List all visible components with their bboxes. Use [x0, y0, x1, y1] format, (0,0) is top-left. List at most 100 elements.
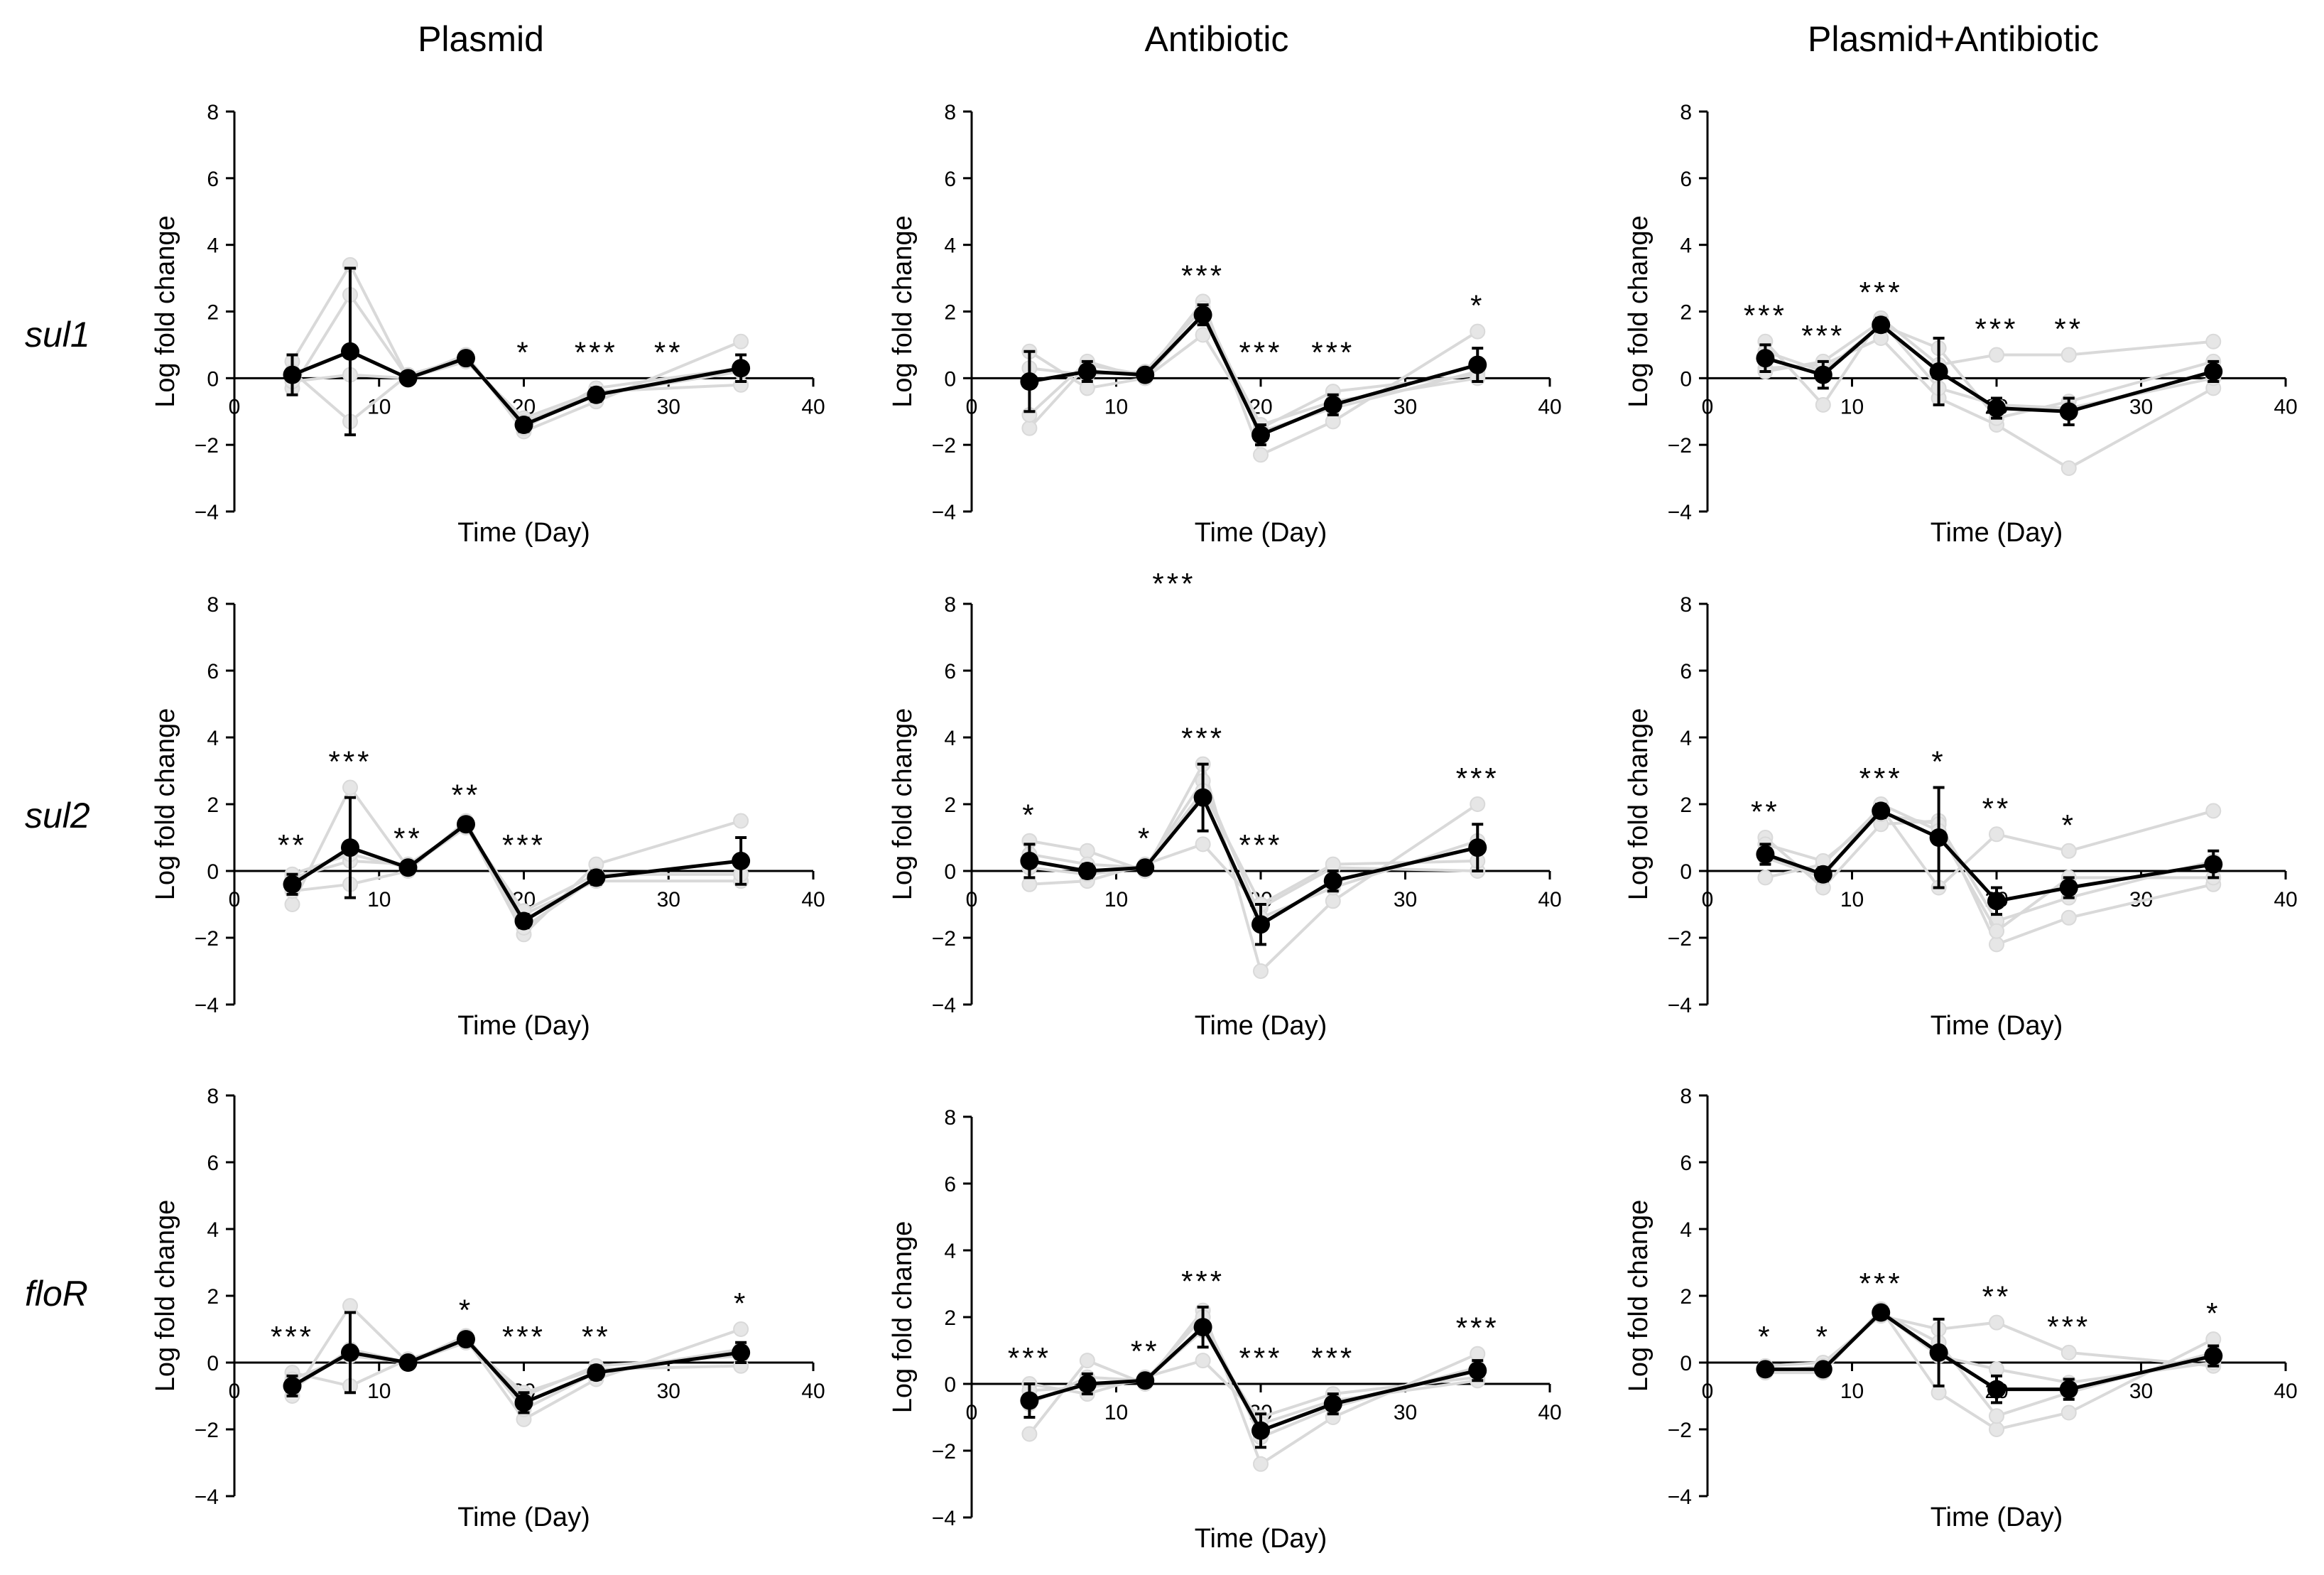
mean-point [1756, 1360, 1774, 1378]
significance-label: * [1931, 745, 1945, 779]
significance-label: ** [1751, 795, 1780, 828]
mean-point [1251, 1422, 1270, 1440]
x-axis-title: Time (Day) [1931, 1503, 2063, 1532]
replicate-point-rep1 [2062, 1406, 2076, 1420]
y-tick-label: 0 [207, 367, 219, 391]
x-axis-title: Time (Day) [1195, 518, 1327, 548]
y-tick-label: −4 [932, 1507, 956, 1530]
replicate-point-rep1 [1470, 797, 1484, 811]
significance-label: *** [1744, 299, 1787, 332]
replicate-point-rep2 [2206, 803, 2220, 818]
column-title-plasmid: Plasmid [418, 19, 544, 59]
significance-label: *** [271, 1320, 314, 1353]
mean-point [457, 1330, 475, 1348]
replicate-point-rep1 [1254, 964, 1268, 978]
significance-label: *** [1181, 722, 1225, 755]
mean-point [1194, 1318, 1212, 1336]
row-label-floR: floR [25, 1274, 88, 1314]
x-axis-title: Time (Day) [457, 1503, 590, 1532]
significance-label: *** [502, 1320, 545, 1353]
mean-point [399, 1353, 418, 1372]
x-tick-label: 0 [1702, 395, 1714, 418]
y-tick-label: 0 [207, 1352, 219, 1375]
x-axis-title: Time (Day) [457, 518, 590, 548]
replicate-point-rep1 [343, 1299, 357, 1313]
mean-point [283, 366, 302, 384]
x-tick-label: 30 [1394, 1401, 1417, 1424]
replicate-point-rep1 [1470, 1347, 1484, 1361]
replicate-point-rep4 [1989, 1362, 2004, 1376]
replicate-line-rep1 [1029, 764, 1477, 971]
y-tick-label: 0 [1680, 1352, 1692, 1375]
mean-point [1987, 892, 2006, 910]
mean-point [1468, 838, 1487, 857]
significance-label: *** [1859, 1267, 1903, 1300]
replicate-point-rep2 [2062, 1346, 2076, 1360]
significance-label: * [1470, 289, 1484, 323]
y-tick-label: 2 [207, 1285, 219, 1309]
y-tick-label: 6 [944, 1173, 956, 1196]
mean-point [2060, 402, 2078, 421]
replicate-point-rep2 [2062, 844, 2076, 858]
x-tick-label: 40 [801, 395, 825, 418]
replicate-point-rep1 [1326, 414, 1340, 428]
y-tick-label: 4 [1680, 727, 1692, 750]
replicate-point-rep1 [1254, 448, 1268, 462]
x-tick-label: 0 [966, 395, 978, 418]
significance-label: *** [328, 745, 371, 779]
y-tick-label: −2 [932, 927, 956, 951]
mean-point [1078, 862, 1097, 880]
mean-point [587, 386, 605, 404]
x-tick-label: 0 [1702, 1380, 1714, 1403]
significance-label: *** [1975, 312, 2018, 345]
significance-label: * [1138, 822, 1152, 855]
replicate-point-rep4 [1989, 924, 2004, 938]
y-tick-label: 6 [1680, 1152, 1692, 1175]
y-tick-label: −2 [1668, 1419, 1692, 1442]
y-tick-label: 4 [207, 234, 219, 258]
x-tick-label: 10 [1840, 395, 1864, 418]
replicate-point-rep1 [734, 814, 748, 828]
y-tick-label: 0 [1680, 860, 1692, 884]
significance-label: * [516, 335, 531, 369]
x-tick-label: 10 [1840, 1380, 1864, 1403]
mean-point [1020, 372, 1038, 391]
significance-label: ** [1131, 1335, 1160, 1368]
mean-point [1872, 801, 1890, 820]
x-tick-label: 0 [1702, 888, 1714, 911]
y-tick-label: 4 [1680, 1218, 1692, 1242]
y-tick-label: 4 [944, 234, 956, 258]
x-tick-label: 40 [1538, 888, 1561, 911]
y-tick-label: 8 [1680, 1085, 1692, 1108]
significance-label: *** [1239, 335, 1282, 369]
y-tick-label: 0 [1680, 367, 1692, 391]
mean-point [1078, 1375, 1097, 1393]
significance-label: * [1758, 1320, 1772, 1353]
significance-label: ** [1982, 791, 2011, 825]
y-tick-label: 0 [944, 367, 956, 391]
figure-canvas: Plasmid Antibiotic Plasmid+Antibiotic su… [0, 0, 2324, 1575]
mean-point [1324, 396, 1342, 414]
mean-point [1930, 362, 1948, 381]
significance-label: *** [2047, 1310, 2090, 1343]
significance-label: ** [1982, 1280, 2011, 1314]
x-tick-label: 30 [657, 888, 680, 911]
significance-label: *** [1859, 276, 1903, 309]
x-axis-title: Time (Day) [1931, 1011, 2063, 1041]
significance-label: * [734, 1287, 748, 1320]
y-tick-label: 8 [1680, 101, 1692, 124]
y-tick-label: 6 [944, 168, 956, 191]
mean-point [1872, 1304, 1890, 1322]
significance-label: *** [1239, 828, 1282, 862]
x-tick-label: 0 [229, 888, 241, 911]
replicate-point-rep2 [1196, 1353, 1210, 1368]
significance-label: *** [1859, 762, 1903, 795]
mean-point [399, 369, 418, 387]
y-tick-label: 2 [1680, 1285, 1692, 1309]
mean-point [1251, 915, 1270, 933]
replicate-point-rep1 [1470, 325, 1484, 339]
